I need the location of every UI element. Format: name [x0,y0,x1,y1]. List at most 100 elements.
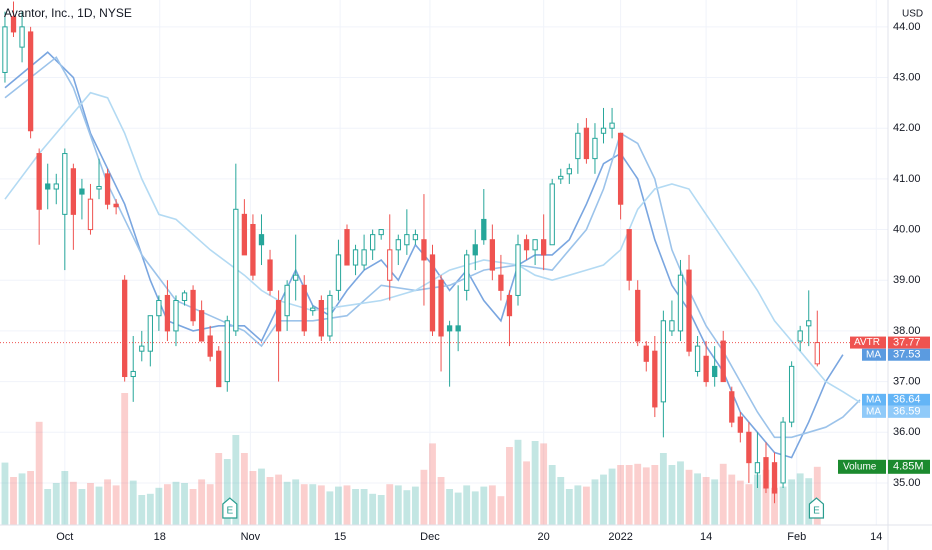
volume-bar [283,481,291,525]
volume-bar [27,471,35,525]
candle-body [592,137,598,160]
candle-body [626,229,632,281]
candle-body [53,183,59,190]
candle-body [720,340,726,383]
candle-body [318,300,324,337]
candle-body [293,274,299,281]
y-tick-label: 41.00 [893,173,921,185]
volume-bar [386,484,394,525]
volume-bar [754,474,761,525]
volume-tag-value-box [888,459,930,474]
candle-body [729,391,735,423]
volume-tag-value: 4.85M [893,461,924,473]
candle-body [788,365,795,423]
volume-bar [514,439,522,525]
volume-bar [129,480,137,525]
tag-value-box [888,393,930,406]
x-tick-label: 14 [700,531,712,543]
volume-bar [728,474,736,525]
candle-body [241,213,248,256]
y-tick-label: 38.00 [893,325,921,337]
earnings-marker [808,497,825,519]
volume-bar [471,491,479,525]
volume-bar [394,485,402,525]
candle-body [258,234,265,246]
volume-bar [488,485,496,525]
volume-bar [164,484,171,525]
volume-bar [206,484,214,525]
y-tick-label: 39.00 [893,274,921,286]
volume-bar [181,483,188,525]
volume-bar [78,489,86,525]
candle-body [806,320,812,327]
volume-bar [497,496,505,525]
volume-bar [523,461,530,525]
candle-body [198,310,205,342]
y-tick-label: 44.00 [893,21,921,33]
candle-body [583,127,590,160]
candle-body [429,254,436,332]
candle-body [746,431,752,464]
volume-bar [112,485,120,525]
volume-bar [711,479,719,525]
x-tick-label: Nov [241,531,261,543]
volume-bar [719,463,727,525]
candle-body [335,254,342,291]
volume-bar [121,393,129,525]
volume-bar [454,492,462,525]
candle-body [45,183,51,190]
volume-bar [172,481,180,525]
volume-bar [87,483,94,525]
volume-bar [685,469,693,525]
candle-body [96,185,102,190]
volume-bar [745,484,753,525]
volume-bar [463,485,471,525]
volume-bar [805,478,813,525]
volume-bar [762,469,770,525]
candle-body [310,307,316,312]
candle-body [635,289,641,342]
candle-body [164,294,171,332]
candle-body [703,355,709,383]
currency: USD [902,9,923,20]
volume-bar [796,473,804,525]
volume-bar [437,477,445,525]
tag-name: MA [866,406,881,417]
candle-body [489,239,496,271]
x-tick-label: 20 [538,531,550,543]
candle-body [549,183,555,246]
tag-name: MA [866,349,881,360]
volume-bar [335,486,342,525]
candle-body [267,259,273,291]
earnings-marker [222,497,238,519]
candle-body [404,234,410,246]
candle-body [207,335,213,357]
ma-line [4,91,861,404]
candle-body [173,300,179,332]
tag-value: 36.64 [893,394,921,406]
volume-bar [659,453,667,525]
volume-bar [557,477,565,525]
volume-bar [420,469,428,525]
volume-bar [813,466,821,525]
volume-bar [44,489,52,525]
candle-body [652,350,658,408]
volume-bar [702,477,710,525]
candle-body [19,26,25,48]
candle-body [139,345,145,352]
candle-body [36,153,42,210]
volume-bar [548,465,556,525]
candle-body [361,249,367,266]
tag-value-box [888,336,930,349]
volume-bar [352,489,359,525]
candle-body [224,320,230,383]
volume-bar [189,489,197,525]
volume-bar [18,473,26,525]
volume-bar [625,465,633,525]
candle-body [104,173,111,205]
volume-bar [429,443,436,525]
y-tick-label: 43.00 [893,71,921,83]
candle-body [344,229,350,266]
